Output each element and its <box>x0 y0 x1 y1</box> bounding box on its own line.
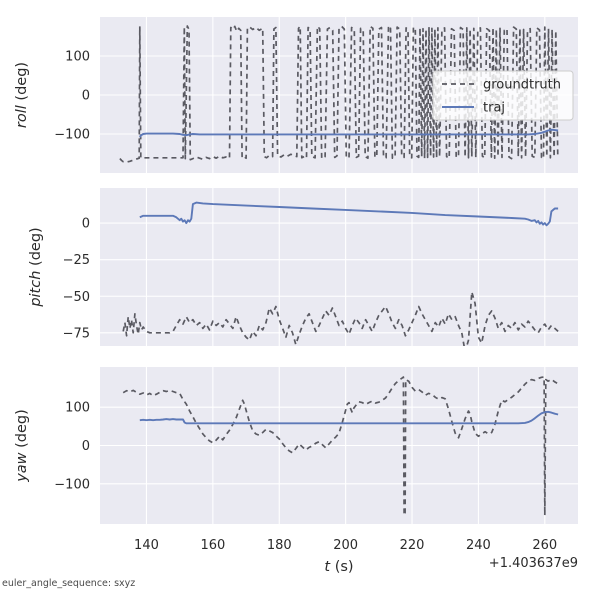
x-tick-label: 180 <box>267 538 292 553</box>
pitch-subplot: 0 −25 −50 −75 pitch (deg) <box>28 188 578 346</box>
y-tick-label: −100 <box>54 128 90 143</box>
y-tick-label: 0 <box>82 439 90 454</box>
roll-traj-line <box>139 128 559 138</box>
pitch-traj-line <box>139 201 559 227</box>
pitch-axis-label: pitch (deg) <box>28 227 44 307</box>
euler-angle-sequence-note: euler_angle_sequence: sxyz <box>2 578 136 589</box>
pitch-plot-area <box>100 188 578 346</box>
x-tick-label: 260 <box>532 538 557 553</box>
legend-groundtruth-label: groundtruth <box>483 78 561 93</box>
yaw-axis-label: yaw (deg) <box>14 409 30 483</box>
y-tick-label: 100 <box>65 50 90 65</box>
x-tick-label: 220 <box>400 538 425 553</box>
y-tick-label: −50 <box>63 290 90 305</box>
x-axis-offset-text: +1.403637e9 <box>489 556 578 571</box>
yaw-subplot: 100 0 −100 yaw (deg) 140 160 180 200 220 240 260 t … <box>14 367 578 575</box>
yaw-traj-line <box>139 410 559 425</box>
x-tick-label: 140 <box>134 538 159 553</box>
legend: groundtruth traj <box>432 70 574 121</box>
yaw-groundtruth-line <box>122 376 559 517</box>
x-axis-label: t (s) <box>324 559 353 575</box>
x-tick-label: 160 <box>200 538 225 553</box>
y-tick-label: 100 <box>65 401 90 416</box>
roll-groundtruth-line <box>119 24 559 163</box>
x-tick-label: 240 <box>466 538 491 553</box>
y-tick-label: −75 <box>63 326 90 341</box>
y-tick-label: −25 <box>63 253 90 268</box>
y-tick-label: 0 <box>82 217 90 232</box>
pitch-groundtruth-line <box>122 291 559 346</box>
y-tick-label: −100 <box>54 477 90 492</box>
y-tick-label: 0 <box>82 89 90 104</box>
legend-traj-label: traj <box>483 101 505 116</box>
x-tick-label: 200 <box>333 538 358 553</box>
roll-axis-label: roll (deg) <box>14 62 30 128</box>
roll-subplot: 100 0 −100 roll (deg) groundtruth traj <box>14 17 578 173</box>
